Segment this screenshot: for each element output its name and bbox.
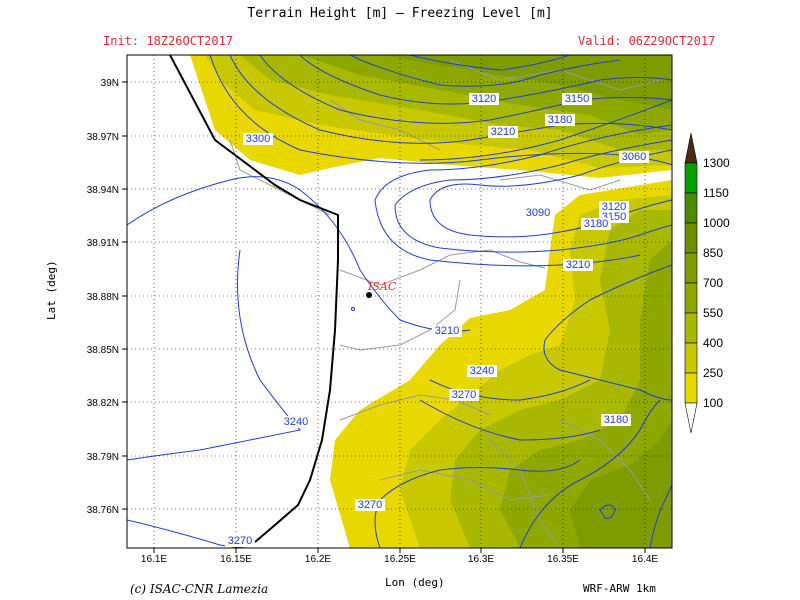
y-tick-label: 38.79N: [87, 452, 119, 463]
contour-label: 3300: [243, 133, 273, 145]
svg-text:3240: 3240: [284, 416, 308, 428]
colorbar-label: 1300: [703, 156, 730, 170]
contour-label: 3240: [467, 365, 497, 377]
isac-label: ISAC: [367, 280, 397, 293]
svg-text:3300: 3300: [246, 133, 270, 145]
svg-text:3240: 3240: [470, 365, 494, 377]
svg-text:3210: 3210: [566, 259, 590, 271]
valid-time: Valid: 06Z29OCT2017: [578, 34, 716, 48]
contour-label: 3270: [225, 535, 255, 547]
colorbar-top-arrow: [684, 132, 698, 164]
svg-text:3270: 3270: [358, 499, 382, 511]
colorbar-label: 850: [703, 246, 723, 260]
colorbar-label: 100: [703, 396, 723, 410]
y-tick-label: 38.76N: [87, 505, 119, 516]
x-tick-label: 16.1E: [141, 554, 167, 565]
contour-label: 3120: [599, 201, 629, 213]
svg-text:3270: 3270: [452, 389, 476, 401]
chart-title: Terrain Height [m] — Freezing Level [m]: [247, 6, 553, 21]
colorbar-label: 550: [703, 306, 723, 320]
x-tick-label: 16.4E: [632, 554, 658, 565]
init-time: Init: 18Z26OCT2017: [103, 34, 234, 48]
contour-label: 3180: [581, 218, 611, 230]
contour-label: 3240: [281, 416, 311, 428]
svg-text:3120: 3120: [472, 93, 496, 105]
colorbar-label: 400: [703, 336, 723, 350]
svg-text:3060: 3060: [622, 151, 646, 163]
colorbar-label: 700: [703, 276, 723, 290]
y-tick-label: 39N: [101, 78, 119, 89]
y-tick-label: 38.85N: [87, 345, 119, 356]
y-tick-label: 38.91N: [87, 238, 119, 249]
svg-text:3150: 3150: [565, 93, 589, 105]
contour-label: 3090: [523, 207, 553, 219]
svg-text:3120: 3120: [602, 201, 626, 213]
contour-label: 3270: [355, 499, 385, 511]
colorbar-label: 1150: [703, 186, 729, 200]
footer-copyright: (c) ISAC-CNR Lamezia: [130, 582, 269, 596]
svg-text:3270: 3270: [228, 535, 252, 547]
contour-label: 3060: [619, 151, 649, 163]
svg-text:3180: 3180: [584, 218, 608, 230]
small-circle-marker: [351, 307, 355, 311]
x-tick-label: 16.15E: [220, 554, 252, 565]
contour-label: 3210: [488, 126, 518, 138]
svg-text:3210: 3210: [435, 325, 459, 337]
svg-text:3210: 3210: [491, 126, 515, 138]
coastline: [169, 55, 339, 543]
terrain-band-850: [380, 55, 672, 110]
contour-label: 3210: [432, 325, 462, 337]
x-axis-label: Lon (deg): [385, 576, 445, 589]
x-tick-label: 16.25E: [384, 554, 416, 565]
x-tick-label: 16.2E: [305, 554, 331, 565]
contour-label: 3270: [449, 389, 479, 401]
y-tick-label: 38.94N: [87, 185, 119, 196]
isac-station-marker: [366, 292, 372, 298]
y-tick-label: 38.97N: [87, 132, 119, 143]
contour-label: 3180: [545, 114, 575, 126]
terrain-band-850-south: [570, 420, 672, 548]
svg-text:3090: 3090: [526, 207, 550, 219]
y-tick-label: 38.88N: [87, 292, 119, 303]
colorbar-bottom-arrow: [684, 402, 698, 434]
svg-text:3180: 3180: [548, 114, 572, 126]
contour-label: 3150: [562, 93, 592, 105]
x-tick-label: 16.35E: [547, 554, 579, 565]
colorbar-label: 1000: [703, 216, 730, 230]
contour-label: 3210: [563, 259, 593, 271]
y-tick-label: 38.82N: [87, 398, 119, 409]
colorbar: 1300 1150 1000 850 700 550 400 250 100: [684, 132, 730, 434]
contour-label: 3180: [601, 414, 631, 426]
svg-text:3180: 3180: [604, 414, 628, 426]
contour-label: 3120: [469, 93, 499, 105]
colorbar-label: 250: [703, 366, 723, 380]
footer-model: WRF-ARW 1km: [583, 582, 656, 595]
x-tick-label: 16.3E: [468, 554, 494, 565]
